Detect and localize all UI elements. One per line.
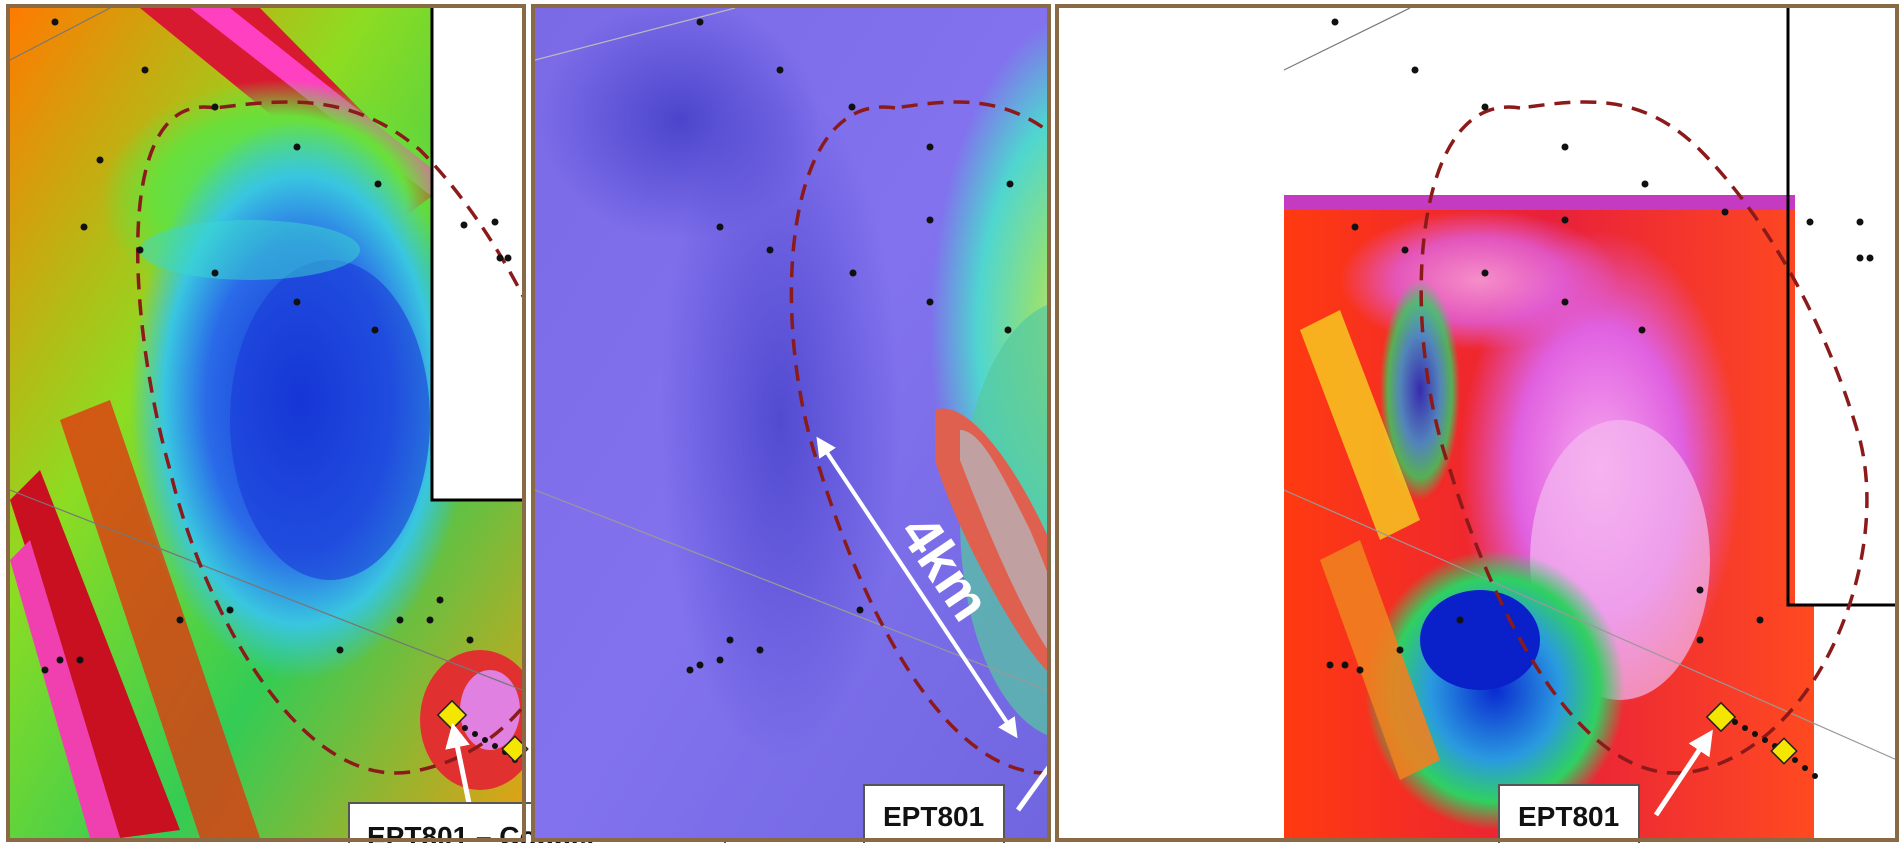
scale-arrow — [816, 436, 1018, 739]
callout-arrow-left — [445, 722, 473, 809]
callout-middle: EPT801 — [863, 784, 1005, 843]
panel-left-frame — [6, 4, 526, 842]
callout-right: EPT801 — [1498, 784, 1640, 843]
drillhole-marker-left-2[interactable] — [501, 735, 529, 763]
drillhole-marker-right-1[interactable] — [1705, 701, 1737, 733]
callout-middle-text: EPT801 — [883, 801, 984, 832]
callout-right-text: EPT801 — [1518, 801, 1619, 832]
drillhole-marker-right-2[interactable] — [1770, 737, 1798, 765]
panel-right-radiometrics — [1059, 8, 1897, 838]
drillhole-marker-left-1[interactable] — [436, 699, 468, 731]
panel-left-magnetics — [10, 8, 522, 838]
callout-arrow-right — [1653, 729, 1713, 817]
panel-right-frame — [1055, 4, 1899, 842]
panel-middle-frame — [531, 4, 1051, 842]
